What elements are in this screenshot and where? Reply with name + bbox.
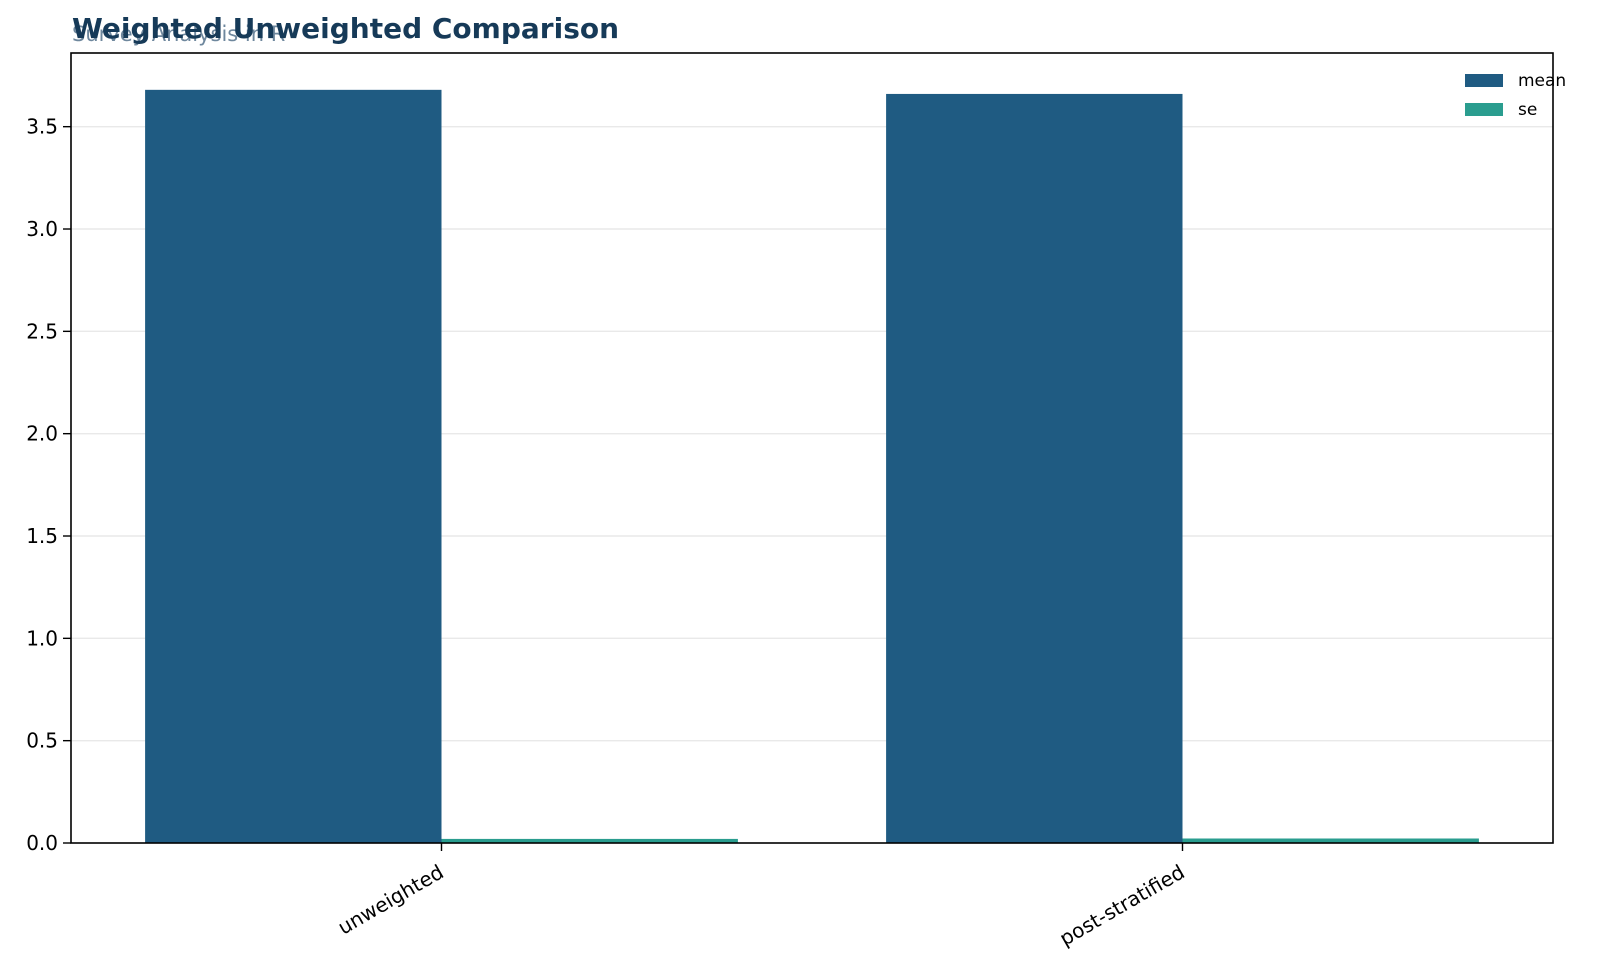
y-tick-label: 2.5 xyxy=(26,319,58,343)
bars xyxy=(145,89,1479,844)
bar-se-1 xyxy=(1182,838,1479,843)
y-tick-label: 3.0 xyxy=(26,217,58,241)
y-tick-label: 1.5 xyxy=(26,524,58,548)
legend: mean se xyxy=(1465,71,1566,120)
bar-se-0 xyxy=(441,838,738,843)
y-tick-label: 3.5 xyxy=(26,115,58,139)
bar-mean-1 xyxy=(886,93,1183,844)
y-tick-label: 0.0 xyxy=(26,831,58,855)
y-tick-label: 2.0 xyxy=(26,422,58,446)
legend-swatch-se xyxy=(1465,103,1503,116)
legend-swatch-mean xyxy=(1465,74,1503,87)
x-tick-label: unweighted xyxy=(334,860,448,940)
legend-label-mean: mean xyxy=(1518,71,1566,91)
plot-frame xyxy=(70,52,1554,844)
x-tick-label: post-stratified xyxy=(1055,860,1188,951)
chart-title: Weighted Unweighted Comparison xyxy=(72,12,620,45)
legend-label-se: se xyxy=(1518,100,1537,120)
y-tick-label: 0.5 xyxy=(26,729,58,753)
bar-mean-0 xyxy=(145,89,442,844)
y-tick-label: 1.0 xyxy=(26,626,58,650)
chart-subtitle: Survey Analysis in R xyxy=(72,22,286,46)
